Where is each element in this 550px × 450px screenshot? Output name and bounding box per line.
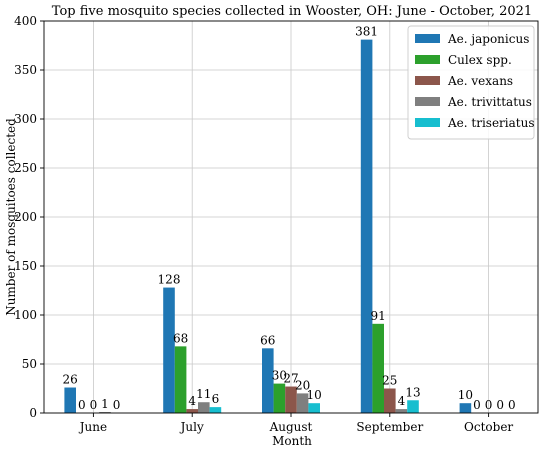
y-tick-label: 200 xyxy=(14,210,37,224)
data-label: 0 xyxy=(473,398,481,412)
legend-swatch xyxy=(415,76,440,85)
data-label: 11 xyxy=(196,387,211,401)
data-label: 0 xyxy=(113,398,121,412)
bar xyxy=(186,409,198,413)
data-label: 0 xyxy=(90,398,98,412)
data-label: 4 xyxy=(398,394,406,408)
bar xyxy=(308,403,320,413)
bar xyxy=(372,323,384,413)
data-label: 381 xyxy=(355,25,378,39)
chart-title: Top five mosquito species collected in W… xyxy=(52,4,532,19)
y-tick-label: 250 xyxy=(14,161,37,175)
bar xyxy=(296,393,309,413)
data-label: 66 xyxy=(260,333,275,347)
y-tick-label: 400 xyxy=(14,14,37,28)
data-label: 25 xyxy=(382,374,397,388)
bar xyxy=(99,412,111,413)
data-label: 26 xyxy=(63,373,78,387)
grid-lines xyxy=(44,20,538,414)
bar xyxy=(273,383,286,413)
data-label: 27 xyxy=(283,372,298,386)
bar xyxy=(459,403,472,413)
data-label: 4 xyxy=(188,394,196,408)
y-tick-label: 150 xyxy=(14,259,37,273)
data-label: 0 xyxy=(508,398,516,412)
bars xyxy=(64,39,472,414)
data-label: 10 xyxy=(307,388,322,402)
data-label: 13 xyxy=(405,385,420,399)
data-label: 10 xyxy=(458,388,473,402)
data-label: 0 xyxy=(496,398,504,412)
bar xyxy=(384,388,396,413)
data-label: 128 xyxy=(158,273,181,287)
legend-box xyxy=(407,25,535,140)
bar xyxy=(64,387,76,413)
x-axis-label: Month xyxy=(272,434,312,448)
data-label: 6 xyxy=(212,392,220,406)
data-label: 68 xyxy=(173,331,188,345)
bar xyxy=(395,409,408,413)
bar xyxy=(163,287,175,413)
x-tick-label: June xyxy=(78,420,107,434)
x-tick-label: October xyxy=(464,420,513,434)
legend-label: Ae. triseriatus xyxy=(447,116,535,130)
y-tick-label: 300 xyxy=(14,112,37,126)
bar xyxy=(174,346,187,413)
y-tick-label: 50 xyxy=(22,357,37,371)
legend-swatch xyxy=(415,118,440,127)
bar xyxy=(407,400,419,413)
bar xyxy=(285,386,297,413)
bar xyxy=(198,402,210,413)
data-label: 20 xyxy=(295,378,310,392)
x-tick-label: August xyxy=(269,420,313,434)
y-tick-label: 0 xyxy=(29,406,37,420)
bar xyxy=(262,348,274,413)
data-label: 1 xyxy=(101,397,109,411)
legend-label: Ae. trivittatus xyxy=(447,95,532,109)
legend-label: Culex spp. xyxy=(448,53,512,67)
y-tick-label: 100 xyxy=(14,308,37,322)
data-label: 91 xyxy=(371,309,386,323)
bar xyxy=(209,407,222,413)
legend-label: Ae. japonicus xyxy=(447,32,529,46)
legend-label: Ae. vexans xyxy=(447,74,513,88)
legend: Ae. japonicus Culex spp. Ae. vexans Ae. tri… xyxy=(407,25,535,140)
y-tick-label: 350 xyxy=(14,63,37,77)
x-tick-label: July xyxy=(179,420,204,434)
data-label: 30 xyxy=(272,369,287,383)
data-label: 0 xyxy=(485,398,493,412)
x-tick-label: September xyxy=(356,420,423,434)
y-axis-label: Number of mosquitoes collected xyxy=(4,118,18,316)
legend-swatch xyxy=(415,34,440,43)
data-label: 0 xyxy=(78,398,86,412)
legend-swatch xyxy=(415,55,440,64)
legend-swatch xyxy=(415,97,440,106)
bar xyxy=(360,39,373,414)
